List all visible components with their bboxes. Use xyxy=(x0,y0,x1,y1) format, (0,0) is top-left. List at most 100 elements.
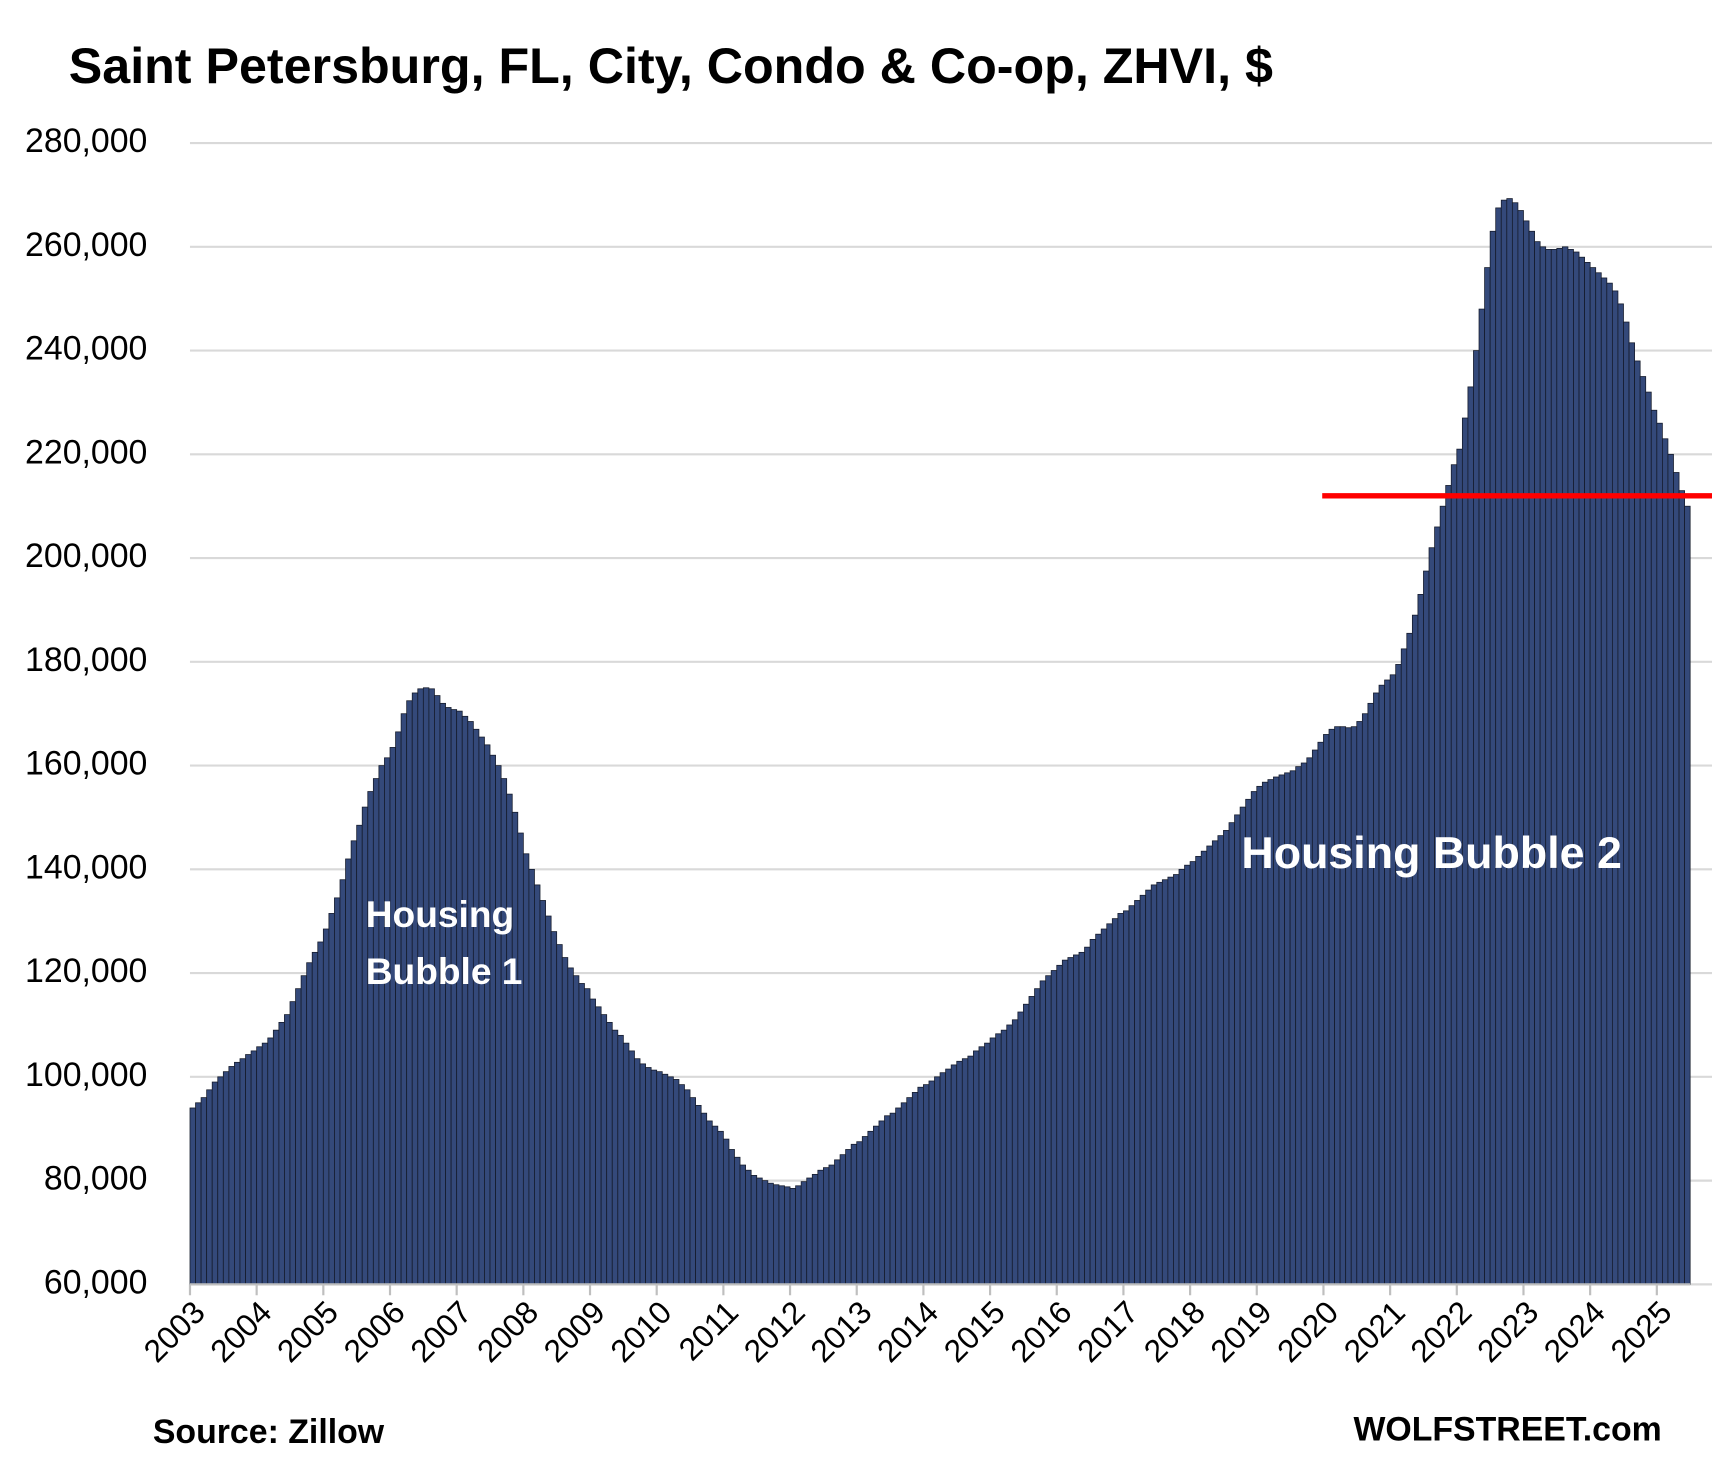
bar xyxy=(1328,728,1335,1285)
bar xyxy=(1656,422,1663,1285)
bar xyxy=(395,731,402,1285)
bar xyxy=(1145,889,1152,1285)
bar xyxy=(539,900,546,1285)
bar xyxy=(472,728,480,1285)
bar xyxy=(834,1159,841,1285)
bar xyxy=(989,1037,997,1285)
bar xyxy=(261,1042,269,1285)
bar xyxy=(667,1076,674,1285)
bar xyxy=(1556,247,1563,1285)
y-tick-label: 140,000 xyxy=(25,848,147,886)
bar xyxy=(617,1034,624,1285)
bar xyxy=(1073,954,1080,1285)
bar xyxy=(1356,721,1363,1285)
bar xyxy=(622,1042,630,1285)
bar xyxy=(1039,980,1047,1285)
bar xyxy=(550,931,558,1285)
x-tick-label: 2013 xyxy=(803,1294,878,1369)
bar xyxy=(1334,726,1341,1285)
bar xyxy=(1667,453,1674,1285)
bar xyxy=(456,710,463,1285)
bar xyxy=(322,928,330,1285)
bar xyxy=(1161,879,1169,1285)
x-tick-label: 2016 xyxy=(1003,1294,1078,1369)
bar xyxy=(1406,632,1413,1285)
bar xyxy=(1095,933,1102,1285)
x-tick-label: 2012 xyxy=(737,1294,812,1369)
bar xyxy=(1523,220,1530,1285)
bar xyxy=(717,1130,724,1285)
x-tick-label: 2023 xyxy=(1470,1294,1545,1369)
bar xyxy=(939,1072,947,1285)
bar xyxy=(817,1169,824,1285)
bar xyxy=(1034,988,1041,1285)
bar xyxy=(945,1068,952,1285)
y-tick-label: 220,000 xyxy=(25,433,147,471)
bar xyxy=(1128,905,1135,1285)
bar xyxy=(195,1102,202,1285)
bar xyxy=(306,962,313,1285)
bar xyxy=(311,951,319,1285)
bar xyxy=(334,897,341,1285)
bar xyxy=(1634,360,1641,1285)
bar xyxy=(1378,684,1385,1285)
bar xyxy=(256,1046,263,1285)
bar xyxy=(878,1120,885,1285)
x-tick-label: 2006 xyxy=(337,1294,412,1369)
bar xyxy=(1423,570,1430,1285)
x-tick-label: 2018 xyxy=(1137,1294,1212,1369)
bar xyxy=(345,858,352,1285)
bar xyxy=(1500,199,1508,1285)
bar xyxy=(317,941,324,1285)
y-tick-label: 160,000 xyxy=(25,745,147,783)
bar xyxy=(739,1164,746,1285)
bar xyxy=(689,1097,696,1285)
bar xyxy=(1050,970,1058,1285)
bar xyxy=(672,1079,680,1285)
bar xyxy=(450,709,458,1285)
x-tick-label: 2005 xyxy=(270,1294,345,1369)
bar xyxy=(278,1021,285,1285)
bar xyxy=(1645,391,1652,1285)
bar xyxy=(228,1066,235,1285)
bar xyxy=(961,1058,969,1285)
bar xyxy=(1100,928,1108,1285)
bar xyxy=(584,988,591,1285)
bar xyxy=(884,1115,891,1285)
bar xyxy=(1223,830,1230,1285)
y-tick-label: 200,000 xyxy=(25,537,147,575)
bar xyxy=(1673,472,1680,1285)
bar xyxy=(534,884,541,1285)
bar xyxy=(1167,876,1174,1285)
bar xyxy=(217,1076,224,1285)
x-tick-label: 2021 xyxy=(1337,1294,1412,1369)
bar xyxy=(873,1125,880,1285)
x-tick-label: 2004 xyxy=(203,1294,278,1369)
bar xyxy=(367,791,374,1285)
bar xyxy=(728,1149,735,1285)
bar xyxy=(300,975,308,1285)
bar xyxy=(200,1097,208,1285)
y-tick-label: 120,000 xyxy=(25,952,147,990)
bar xyxy=(1189,861,1197,1285)
bar xyxy=(506,793,513,1285)
bar xyxy=(245,1054,252,1285)
bar xyxy=(684,1089,691,1285)
bar xyxy=(678,1084,685,1285)
bar xyxy=(561,957,569,1285)
bar xyxy=(1473,350,1480,1285)
bar xyxy=(1411,614,1419,1285)
bar xyxy=(1484,267,1491,1285)
bar xyxy=(500,778,508,1285)
bar xyxy=(823,1167,830,1285)
bar xyxy=(1489,230,1497,1285)
bar xyxy=(767,1182,774,1285)
bar xyxy=(911,1092,919,1285)
bar xyxy=(1623,321,1630,1285)
bar xyxy=(1417,594,1424,1285)
bar xyxy=(1067,957,1074,1285)
bar xyxy=(284,1014,291,1285)
bar xyxy=(1200,850,1208,1285)
bar xyxy=(1684,505,1691,1285)
bar xyxy=(1528,230,1535,1285)
